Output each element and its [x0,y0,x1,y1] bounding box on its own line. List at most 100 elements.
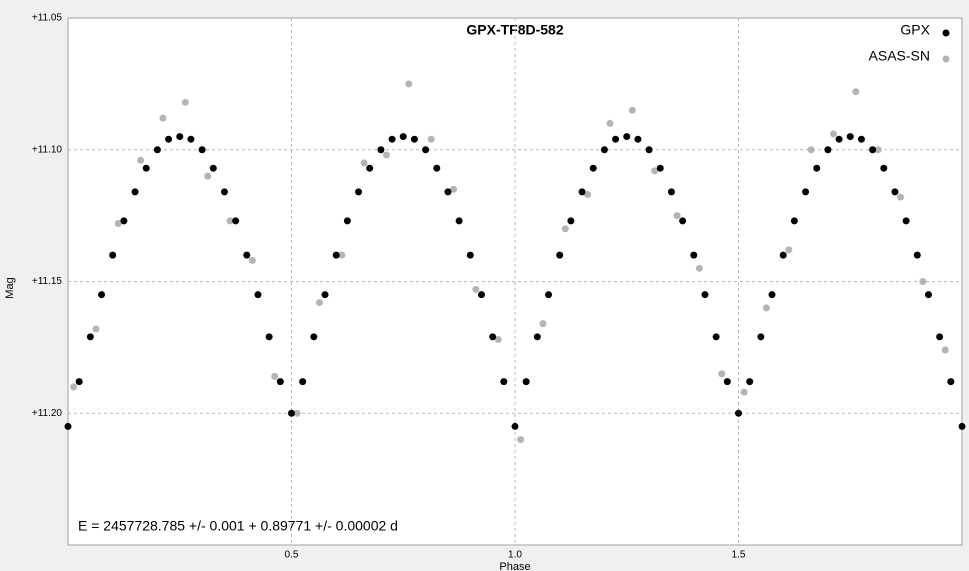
data-point [410,135,418,143]
data-point [561,225,569,233]
data-point [522,378,530,386]
annotation: E = 2457728.785 +/- 0.001 + 0.89771 +/- … [78,518,398,534]
data-point [746,378,754,386]
data-point [98,291,106,299]
data-point [159,114,167,122]
data-point [645,146,653,154]
data-point [606,119,614,127]
data-point [70,383,78,391]
y-tick-label: +11.10 [32,144,63,155]
data-point [584,191,592,199]
data-point [813,164,821,172]
data-point [545,291,553,299]
data-point [332,251,340,259]
data-point [556,251,564,259]
data-point [539,320,547,328]
data-point [293,409,301,417]
data-point [405,80,413,88]
data-point [600,146,608,154]
data-point [919,278,927,285]
data-point [790,217,798,225]
data-point [779,251,787,259]
data-point [209,164,217,172]
data-point [634,135,642,143]
data-point [623,133,631,141]
data-point [656,164,664,172]
data-point [695,264,703,272]
y-axis-label: Mag [4,277,16,298]
data-point [785,246,793,254]
x-axis-label: Phase [499,561,530,571]
data-point [690,251,698,259]
data-point [768,291,776,299]
data-point [500,378,508,386]
data-point [137,156,145,164]
x-tick-label: 1.0 [508,550,522,561]
data-point [466,251,474,259]
x-tick-label: 1.5 [732,550,746,561]
data-point [388,135,396,143]
data-point [712,333,720,341]
data-point [377,146,385,154]
data-point [477,291,485,299]
data-point [757,333,765,341]
data-point [153,146,161,154]
y-tick-label: +11.20 [32,408,63,419]
data-point [667,188,675,196]
legend-label: GPX [900,22,930,38]
data-point [455,217,463,225]
data-point [276,378,284,386]
data-point [701,291,709,299]
data-point [902,217,910,225]
data-point [226,217,234,225]
data-point [271,372,279,380]
data-point [399,133,407,141]
data-point [120,217,128,225]
data-point [204,172,212,180]
data-point [366,164,374,172]
data-point [494,335,502,343]
data-point [835,135,843,143]
data-point [450,185,458,193]
data-point [299,378,307,386]
y-tick-label: +11.05 [32,13,63,24]
data-point [517,436,525,444]
chart-title: GPX-TF8D-582 [466,22,563,38]
data-point [248,256,256,264]
data-point [824,146,832,154]
data-point [86,333,94,341]
data-point [958,422,966,430]
data-point [232,217,240,225]
data-point [321,291,329,299]
data-point [489,333,497,341]
data-point [897,193,905,201]
data-point [924,291,932,299]
data-point [807,146,815,154]
data-point [941,346,949,354]
data-point [891,188,899,196]
data-point [198,146,206,154]
data-point [422,146,430,154]
data-point [874,146,882,154]
data-point [735,409,742,417]
data-point [315,299,323,307]
data-point [869,146,877,154]
x-tick-label: 0.5 [285,550,299,561]
data-point [852,88,860,96]
data-point [880,164,888,172]
data-point [114,220,122,228]
data-point [433,164,441,172]
data-point [533,333,541,341]
data-point [165,135,173,143]
data-point [444,188,452,196]
data-point [857,135,865,143]
data-point [176,133,184,141]
data-point [382,151,390,159]
data-point [243,251,251,259]
data-point [802,188,810,196]
legend-marker [942,29,950,37]
data-point [829,130,837,138]
data-point [338,251,346,259]
data-point [220,188,228,196]
